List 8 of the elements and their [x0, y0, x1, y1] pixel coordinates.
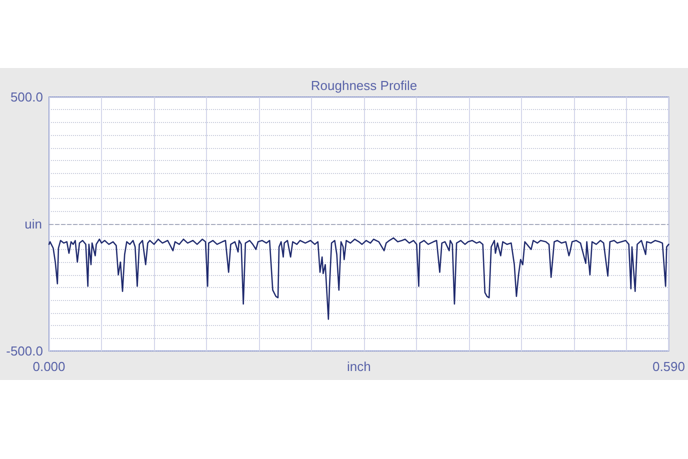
y-tick-label: 500.0 [10, 90, 43, 104]
y-axis-title: uin [24, 216, 42, 232]
chart-title: Roughness Profile [310, 78, 418, 93]
y-tick-label: -500.0 [6, 344, 43, 358]
x-tick-label: 0.590 [652, 359, 686, 374]
x-tick-label: 0.000 [32, 359, 66, 374]
line-series [48, 237, 670, 320]
x-axis-title: inch [346, 359, 371, 374]
